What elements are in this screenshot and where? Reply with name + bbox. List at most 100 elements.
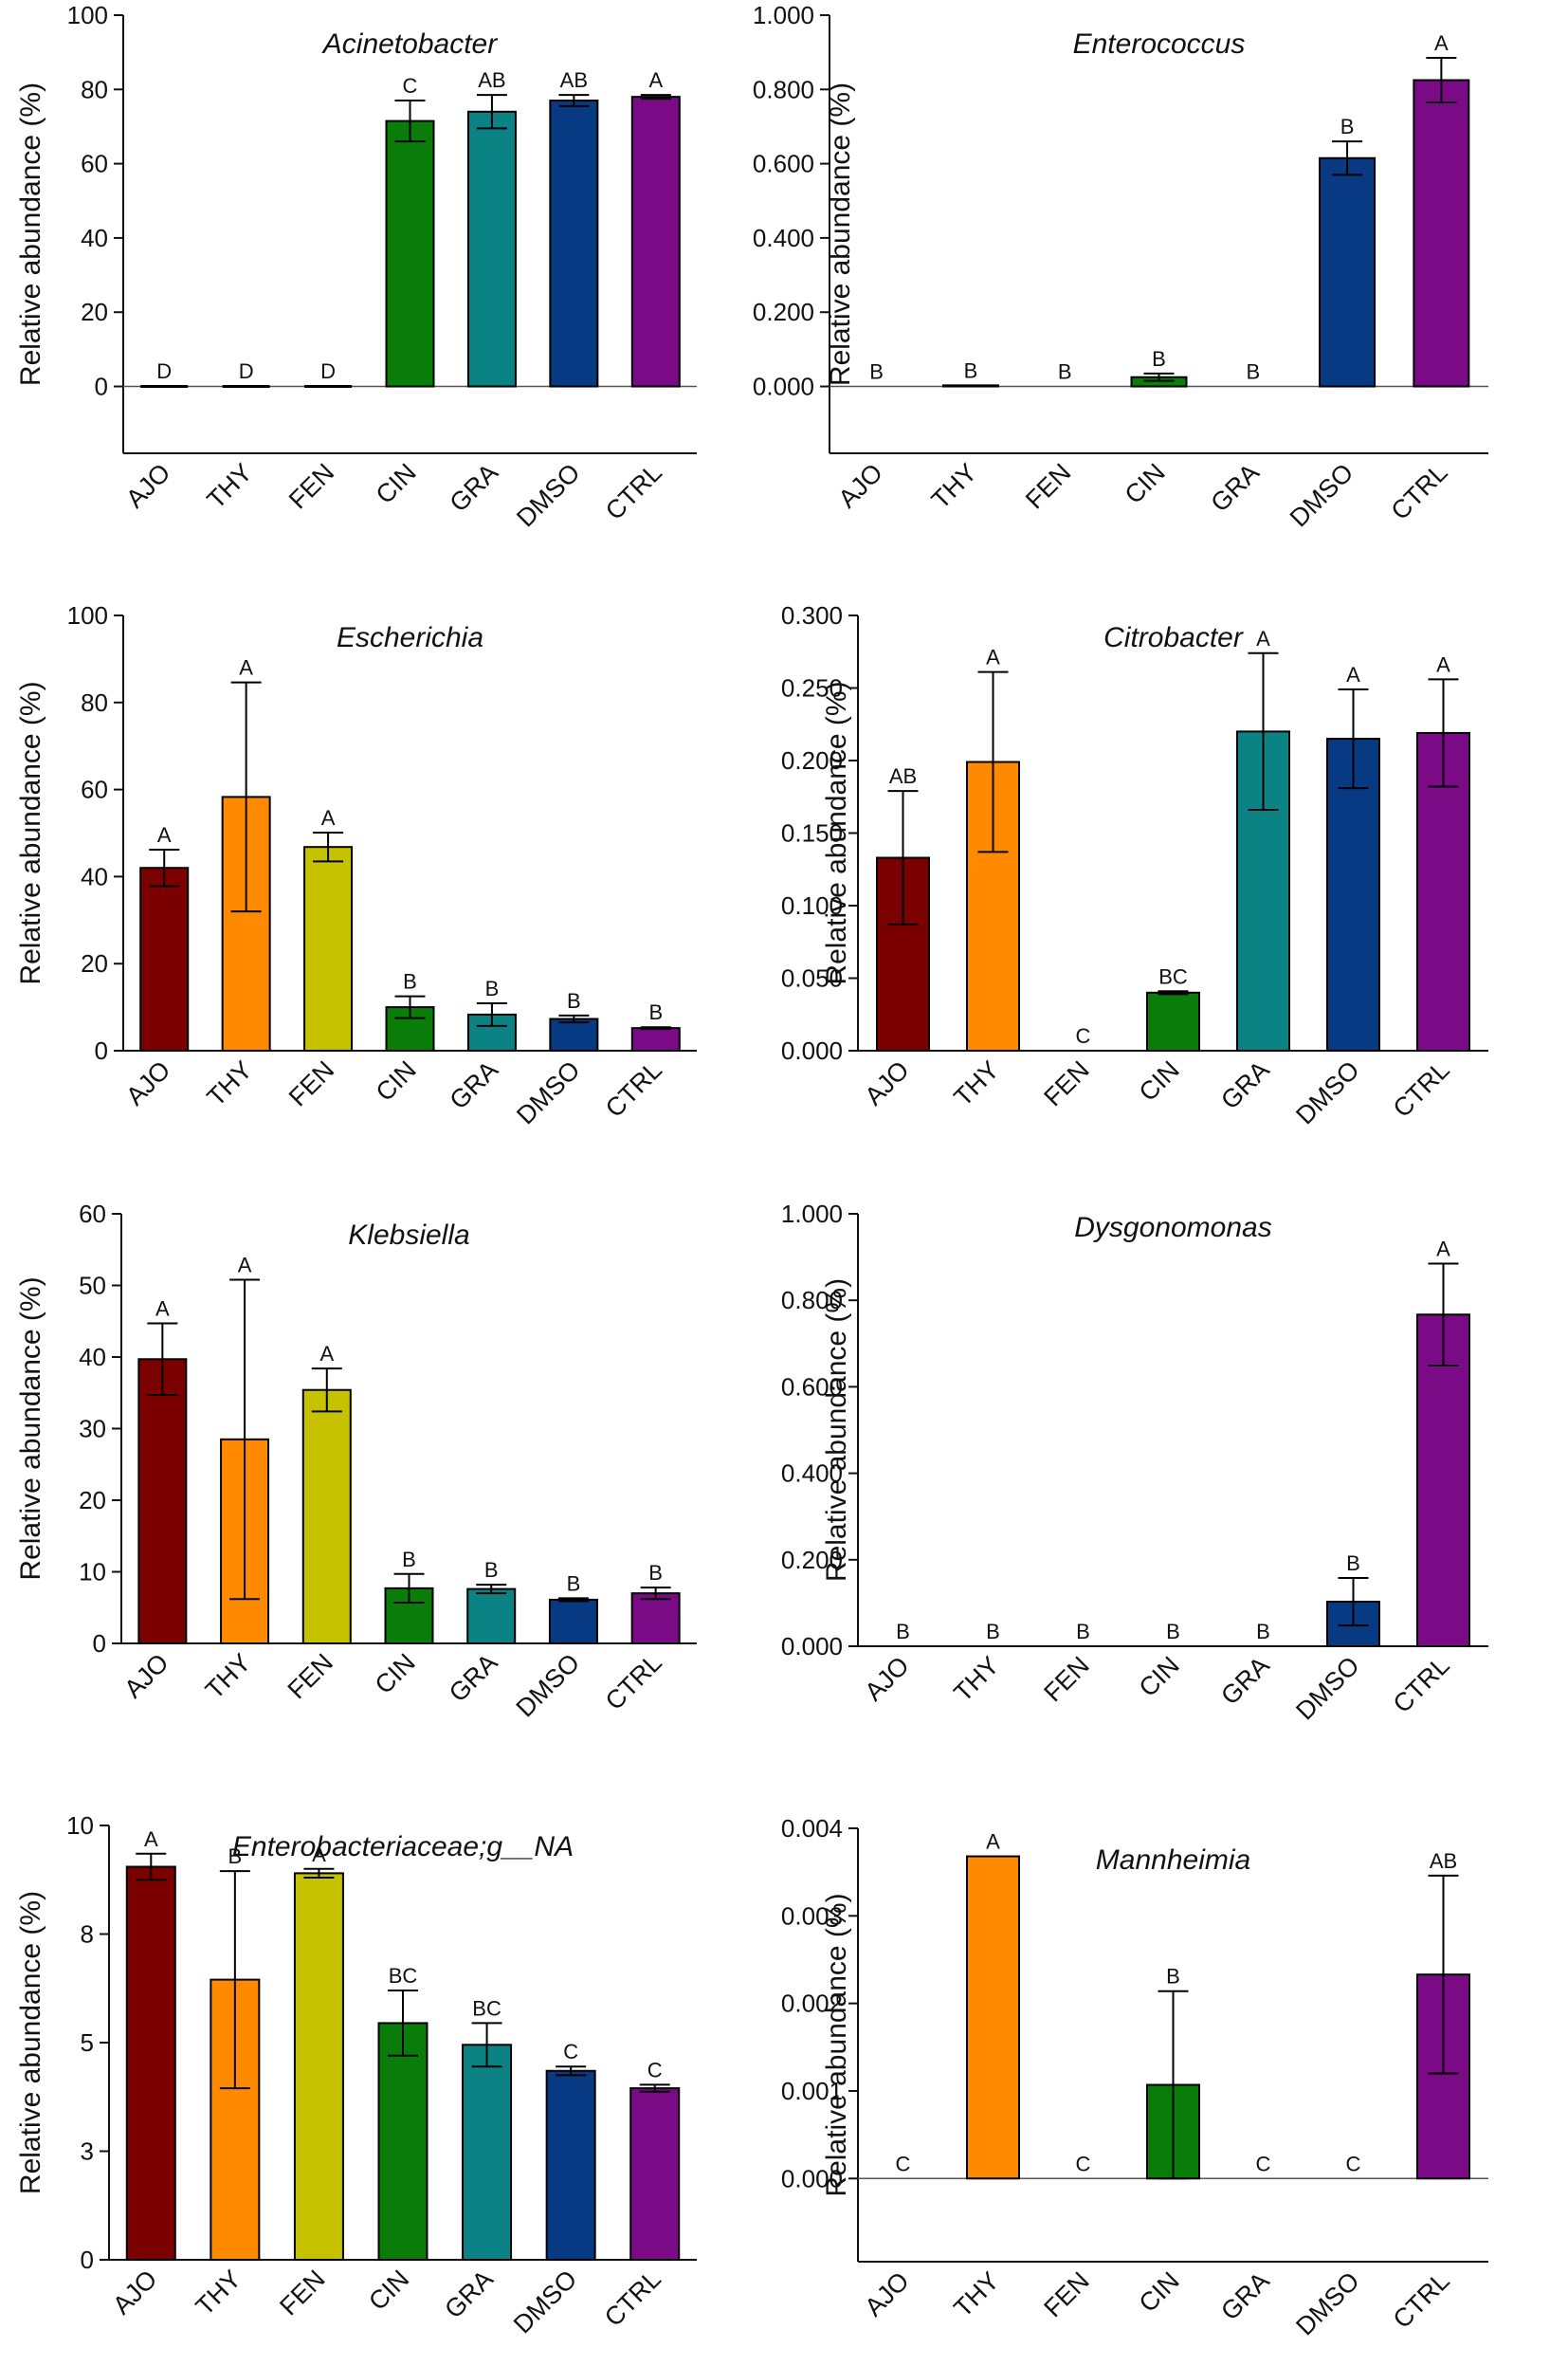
bar [385, 119, 435, 388]
x-tick-label: AJO [120, 458, 175, 513]
significance-letter: B [484, 1558, 499, 1582]
significance-letter: C [1076, 1024, 1091, 1048]
bar [1416, 1313, 1470, 1648]
significance-letter: A [321, 806, 336, 830]
y-tick-label: 5 [81, 2028, 94, 2057]
x-tick-label: FEN [283, 1055, 339, 1111]
x-tick-label: GRA [1215, 1055, 1275, 1115]
x-tick-label: GRA [1215, 1651, 1275, 1711]
x-tick-label: CIN [1134, 1651, 1185, 1702]
y-tick-label: 0.002 [781, 1990, 843, 2018]
significance-letter: C [1256, 2152, 1271, 2175]
chart-panel: Acinetobacter Relative abundance (%) 0 20 40… [15, 1, 697, 533]
bar [466, 1587, 517, 1644]
y-tick-label: 0.200 [781, 746, 843, 775]
y-tick-label: 0.200 [781, 1546, 843, 1574]
significance-letter: A [239, 656, 253, 680]
bar [1326, 738, 1380, 1052]
x-tick-label: DMSO [1290, 1651, 1364, 1725]
significance-letter: A [144, 1827, 158, 1851]
y-tick-label: 8 [81, 1920, 94, 1949]
x-tick-label: THY [200, 1648, 256, 1704]
chart-panel: Dysgonomonas Relative abundance (%) 0.000 0… [781, 1200, 1488, 1726]
x-tick-label: CIN [371, 1055, 422, 1107]
bar [462, 2044, 513, 2262]
y-axis-label: Relative abundance (%) [15, 1891, 46, 2194]
significance-letter: C [563, 2040, 578, 2063]
x-tick-label: CTRL [1388, 2266, 1455, 2334]
bar [630, 96, 681, 388]
significance-letter: BC [1158, 964, 1188, 988]
y-axis-label: Relative abundance (%) [821, 1278, 852, 1582]
x-tick-label: DMSO [1290, 2266, 1364, 2340]
significance-letter: A [157, 823, 172, 847]
x-tick-label: DMSO [1290, 1055, 1364, 1129]
y-tick-label: 80 [81, 75, 108, 103]
y-tick-label: 10 [66, 1811, 94, 1840]
x-tick-label: CTRL [1388, 1651, 1455, 1718]
significance-letter: BC [389, 1964, 418, 1988]
y-tick-label: 0.150 [781, 819, 843, 848]
significance-letter: A [155, 1297, 170, 1321]
chart-panel: Escherichia Relative abundance (%) 0 20 40 60… [15, 601, 697, 1130]
bar [966, 1855, 1020, 2180]
x-tick-label: THY [948, 2266, 1004, 2322]
significance-letter: C [896, 2152, 911, 2175]
significance-letter: A [319, 1342, 334, 1366]
x-tick-label: CIN [370, 1648, 421, 1699]
x-tick-label: FEN [283, 1648, 338, 1704]
bar [377, 2022, 428, 2261]
x-tick-label: CTRL [599, 2265, 666, 2332]
significance-letter: B [402, 1548, 416, 1571]
significance-letter: B [403, 970, 417, 994]
x-tick-label: FEN [1020, 458, 1076, 514]
significance-letter: D [239, 359, 254, 383]
y-axis-label: Relative abundance (%) [15, 83, 46, 386]
y-tick-label: 1.000 [781, 1200, 843, 1228]
y-tick-label: 0.600 [781, 1372, 843, 1401]
x-tick-label: DMSO [511, 1648, 585, 1722]
significance-letter: BC [472, 1996, 501, 2020]
y-tick-label: 0.004 [781, 1814, 843, 1843]
y-tick-label: 10 [79, 1558, 106, 1587]
significance-letter: B [1076, 1620, 1090, 1643]
y-tick-label: 30 [79, 1415, 106, 1443]
y-tick-label: 3 [81, 2137, 94, 2166]
y-tick-label: 0.400 [781, 1459, 843, 1488]
significance-letter: C [1346, 2152, 1361, 2175]
bar [137, 1358, 188, 1644]
significance-letter: A [1436, 652, 1450, 676]
x-tick-label: GRA [445, 1055, 504, 1115]
y-tick-label: 0 [95, 373, 108, 401]
chart-title: Enterococcus [1073, 28, 1246, 60]
significance-letter: B [1256, 1620, 1270, 1643]
chart-title: Klebsiella [348, 1220, 469, 1251]
chart-title: Mannheimia [1096, 1844, 1250, 1876]
x-tick-label: FEN [1038, 1651, 1094, 1707]
x-tick-label: GRA [444, 1648, 503, 1708]
significance-letter: B [228, 1844, 243, 1868]
significance-letter: B [648, 1561, 663, 1585]
bar [303, 846, 354, 1052]
x-tick-label: FEN [1038, 1055, 1094, 1111]
y-tick-label: 20 [79, 1486, 106, 1514]
significance-letter: B [986, 1620, 1000, 1643]
significance-letter: C [403, 74, 418, 98]
y-tick-label: 0 [93, 1629, 106, 1658]
x-tick-label: CIN [1120, 458, 1171, 509]
chart-title: Enterobacteriaceae;g__NA [232, 1831, 574, 1862]
significance-letter: A [312, 1843, 326, 1866]
bar [549, 100, 599, 388]
y-tick-label: 0.200 [753, 298, 814, 326]
y-tick-label: 0.000 [781, 2164, 843, 2192]
chart-title: Citrobacter [1103, 622, 1244, 653]
significance-letter: B [1346, 1551, 1360, 1575]
x-tick-label: FEN [274, 2265, 330, 2320]
significance-letter: D [156, 359, 172, 383]
x-tick-label: AJO [107, 2265, 162, 2320]
x-tick-label: AJO [120, 1055, 175, 1110]
y-axis-label: Relative abundance (%) [15, 681, 46, 984]
significance-letter: AB [1430, 1849, 1457, 1873]
significance-letter: A [986, 646, 1000, 669]
